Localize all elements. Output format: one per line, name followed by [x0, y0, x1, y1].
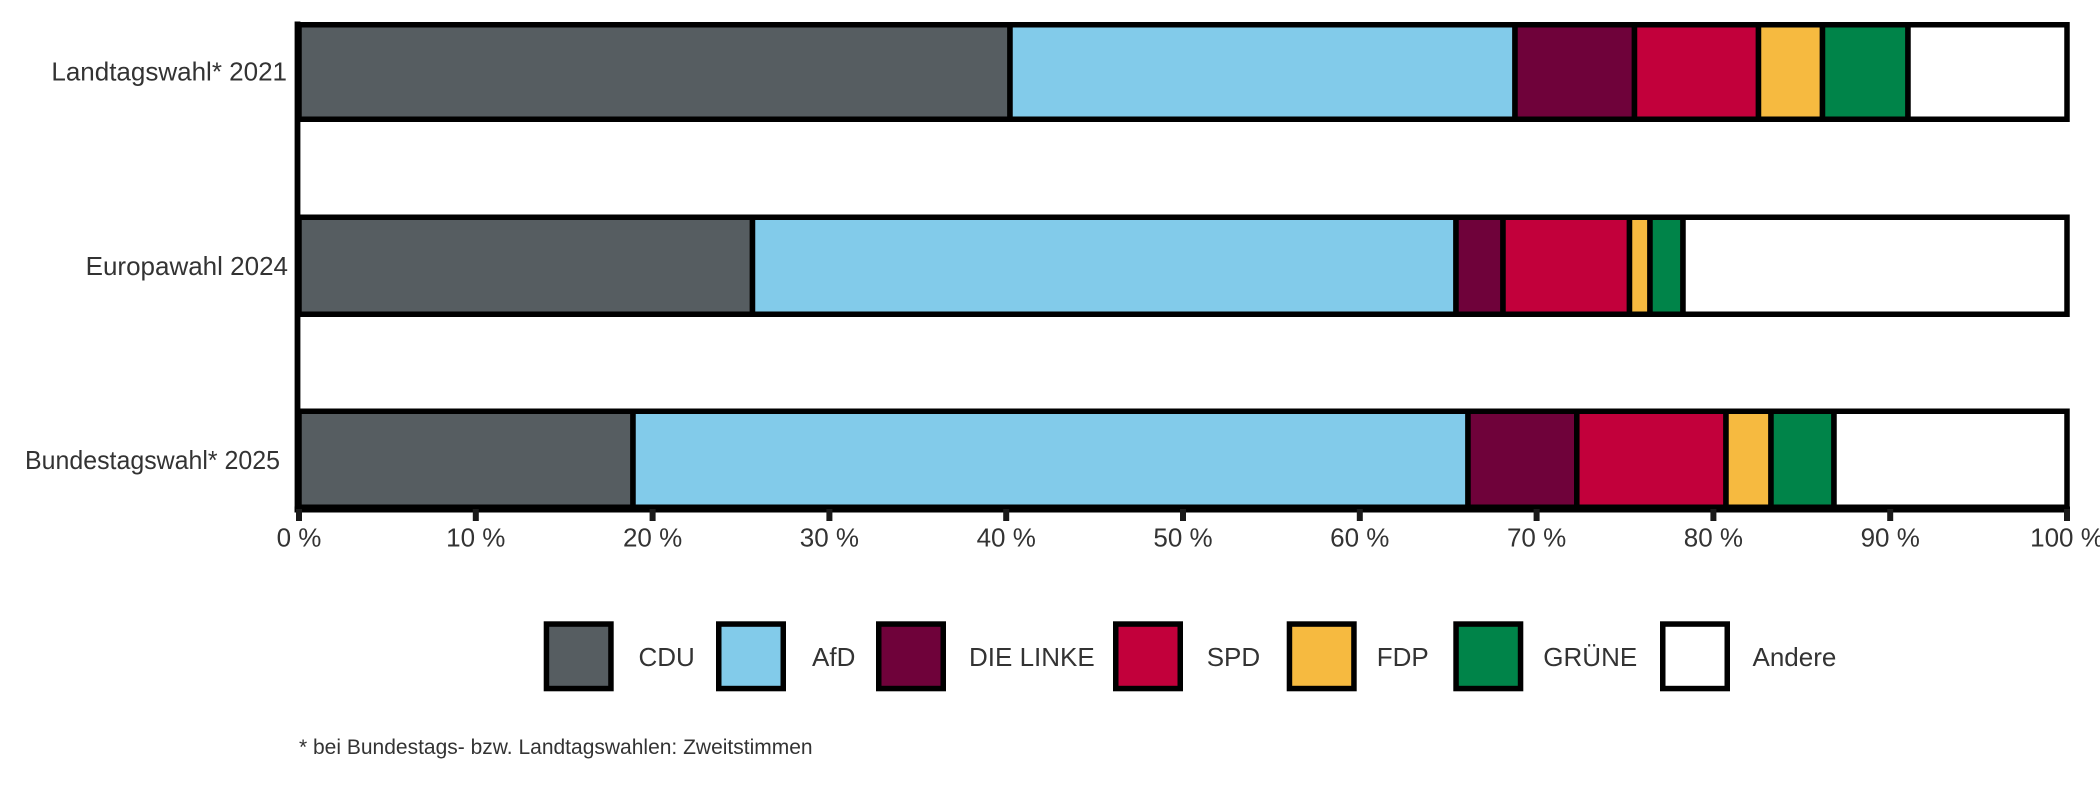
svg-text:Landtagswahl* 2021: Landtagswahl* 2021 [51, 57, 287, 87]
svg-text:20 %: 20 % [623, 523, 682, 553]
svg-text:CDU: CDU [639, 642, 695, 672]
svg-text:90 %: 90 % [1861, 523, 1920, 553]
svg-text:80 %: 80 % [1684, 523, 1743, 553]
svg-text:AfD: AfD [812, 642, 855, 672]
svg-text:GRÜNE: GRÜNE [1543, 642, 1637, 672]
svg-text:70 %: 70 % [1507, 523, 1566, 553]
svg-text:30 %: 30 % [800, 523, 859, 553]
svg-text:DIE LINKE: DIE LINKE [969, 642, 1095, 672]
svg-text:FDP: FDP [1377, 642, 1429, 672]
svg-text:100 %: 100 % [2030, 523, 2100, 553]
svg-text:Andere: Andere [1753, 642, 1837, 672]
svg-text:Bundestagswahl* 2025: Bundestagswahl* 2025 [25, 445, 280, 475]
svg-text:Europawahl 2024: Europawahl 2024 [86, 251, 288, 281]
svg-text:* bei Bundestags- bzw. Landtag: * bei Bundestags- bzw. Landtagswahlen: Z… [299, 736, 813, 759]
svg-text:60 %: 60 % [1330, 523, 1389, 553]
svg-text:SPD: SPD [1207, 642, 1260, 672]
svg-text:10 %: 10 % [446, 523, 505, 553]
svg-text:40 %: 40 % [977, 523, 1036, 553]
svg-text:0 %: 0 % [277, 523, 322, 553]
svg-text:50 %: 50 % [1153, 523, 1212, 553]
